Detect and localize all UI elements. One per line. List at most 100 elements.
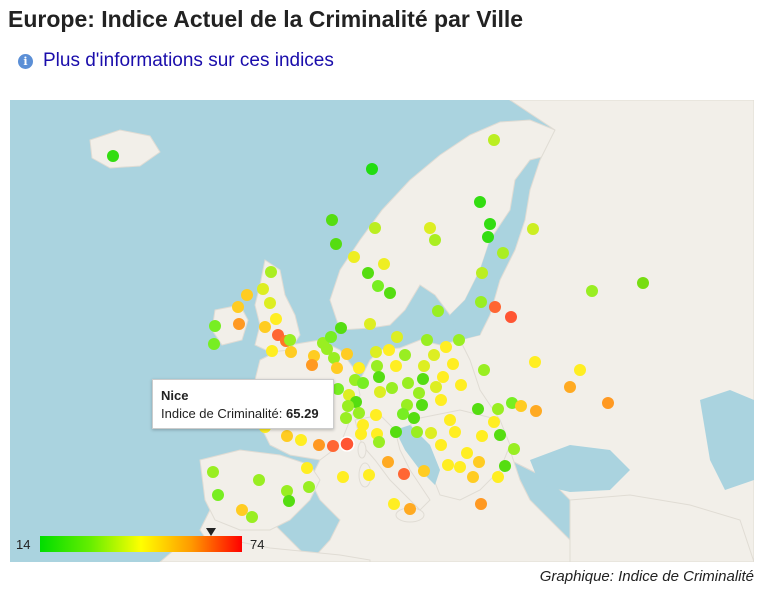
- city-marker: [378, 258, 390, 270]
- city-marker: [453, 334, 465, 346]
- city-marker: [473, 456, 485, 468]
- city-marker: [337, 471, 349, 483]
- city-marker: [371, 360, 383, 372]
- city-marker: [421, 334, 433, 346]
- nice-marker: [339, 436, 355, 452]
- city-marker: [497, 247, 509, 259]
- city-marker: [372, 280, 384, 292]
- water-features: [395, 240, 754, 492]
- city-marker: [505, 311, 517, 323]
- land-corsica: [357, 441, 367, 459]
- city-marker: [391, 331, 403, 343]
- city-marker: [107, 150, 119, 162]
- city-marker: [353, 407, 365, 419]
- city-marker: [281, 430, 293, 442]
- city-marker: [370, 346, 382, 358]
- city-marker: [440, 341, 452, 353]
- land-turkey: [569, 494, 754, 562]
- info-icon[interactable]: i: [18, 53, 33, 69]
- city-marker: [467, 471, 479, 483]
- tooltip-city-name: Nice: [161, 388, 189, 403]
- black-sea: [530, 445, 630, 492]
- city-marker: [444, 414, 456, 426]
- city-marker: [386, 382, 398, 394]
- city-marker: [348, 251, 360, 263]
- city-marker: [574, 364, 586, 376]
- city-marker: [366, 163, 378, 175]
- map-svg: [89, 100, 754, 562]
- city-marker: [253, 474, 265, 486]
- city-marker: [488, 134, 500, 146]
- city-marker: [390, 360, 402, 372]
- city-marker: [429, 234, 441, 246]
- city-marker: [353, 362, 365, 374]
- more-info-link[interactable]: Plus d'informations sur ces indices: [43, 50, 334, 71]
- city-marker: [494, 429, 506, 441]
- city-marker: [236, 504, 248, 516]
- city-marker: [602, 397, 614, 409]
- city-marker: [382, 456, 394, 468]
- city-marker: [330, 238, 342, 250]
- city-marker: [492, 471, 504, 483]
- city-marker: [326, 214, 338, 226]
- city-marker: [492, 403, 504, 415]
- city-marker: [207, 466, 219, 478]
- city-markers[interactable]: [107, 134, 649, 523]
- city-marker: [295, 434, 307, 446]
- city-marker: [397, 408, 409, 420]
- europe-map[interactable]: [10, 100, 754, 562]
- city-marker: [586, 285, 598, 297]
- city-marker: [285, 346, 297, 358]
- city-marker: [212, 489, 224, 501]
- city-marker: [283, 495, 295, 507]
- city-marker: [529, 356, 541, 368]
- city-marker: [472, 403, 484, 415]
- city-marker: [340, 412, 352, 424]
- city-marker: [383, 344, 395, 356]
- city-marker: [321, 343, 333, 355]
- city-marker: [208, 338, 220, 350]
- city-marker: [637, 277, 649, 289]
- tooltip-index-row: Indice de Criminalité: 65.29: [161, 406, 319, 421]
- city-marker: [306, 359, 318, 371]
- city-marker: [341, 348, 353, 360]
- city-marker: [475, 498, 487, 510]
- city-marker: [424, 222, 436, 234]
- city-marker: [232, 301, 244, 313]
- city-marker: [264, 297, 276, 309]
- city-marker: [270, 313, 282, 325]
- city-marker: [411, 426, 423, 438]
- city-marker: [416, 399, 428, 411]
- city-marker: [404, 503, 416, 515]
- land-layer: [89, 100, 754, 562]
- legend-value-marker: [206, 528, 216, 536]
- city-marker: [370, 409, 382, 421]
- city-marker: [265, 266, 277, 278]
- legend-max-label: 74: [250, 537, 265, 552]
- city-marker: [454, 461, 466, 473]
- city-marker: [257, 283, 269, 295]
- city-marker: [373, 371, 385, 383]
- city-marker: [308, 350, 320, 362]
- city-marker: [402, 377, 414, 389]
- city-marker: [428, 349, 440, 361]
- city-marker: [401, 399, 413, 411]
- city-marker: [357, 377, 369, 389]
- city-marker: [301, 462, 313, 474]
- city-marker: [369, 222, 381, 234]
- city-marker: [331, 362, 343, 374]
- city-marker: [474, 196, 486, 208]
- city-marker: [364, 318, 376, 330]
- city-marker: [373, 436, 385, 448]
- city-marker: [335, 322, 347, 334]
- city-marker: [388, 498, 400, 510]
- city-marker: [418, 360, 430, 372]
- city-marker: [527, 223, 539, 235]
- city-marker: [435, 439, 447, 451]
- city-marker: [328, 352, 340, 364]
- city-marker: [447, 358, 459, 370]
- city-marker: [325, 331, 337, 343]
- city-marker: [432, 305, 444, 317]
- city-marker: [398, 468, 410, 480]
- land-scandinavia: [329, 119, 556, 331]
